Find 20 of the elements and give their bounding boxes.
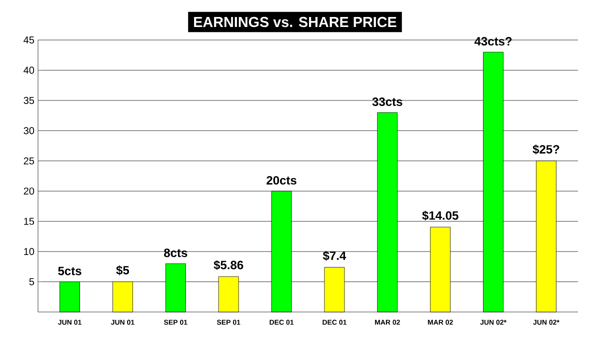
data-label: 43cts? bbox=[474, 37, 512, 46]
chart-title: EARNINGS vs. SHARE PRICE bbox=[194, 16, 396, 28]
y-tick-label: 15 bbox=[24, 218, 34, 225]
data-label: 5cts bbox=[58, 266, 82, 276]
y-tick-label: 40 bbox=[24, 66, 34, 74]
data-label: $5.86 bbox=[214, 260, 244, 270]
y-tick-label: 30 bbox=[24, 127, 34, 134]
y-tick-label: 45 bbox=[24, 36, 34, 44]
data-label: 33cts bbox=[372, 97, 402, 106]
y-tick-label: 35 bbox=[24, 96, 34, 104]
y-tick-label: 10 bbox=[24, 248, 34, 256]
data-label: $25? bbox=[532, 144, 560, 154]
y-tick-label: 20 bbox=[24, 188, 34, 195]
data-label: $5 bbox=[116, 265, 130, 276]
data-label: $14.05 bbox=[422, 210, 458, 221]
data-label: 8cts bbox=[164, 248, 188, 258]
y-tick-label: 5 bbox=[29, 278, 34, 286]
data-label: $7.4 bbox=[322, 250, 346, 261]
y-tick-label: 25 bbox=[24, 157, 34, 164]
data-label: 20cts bbox=[266, 176, 296, 185]
